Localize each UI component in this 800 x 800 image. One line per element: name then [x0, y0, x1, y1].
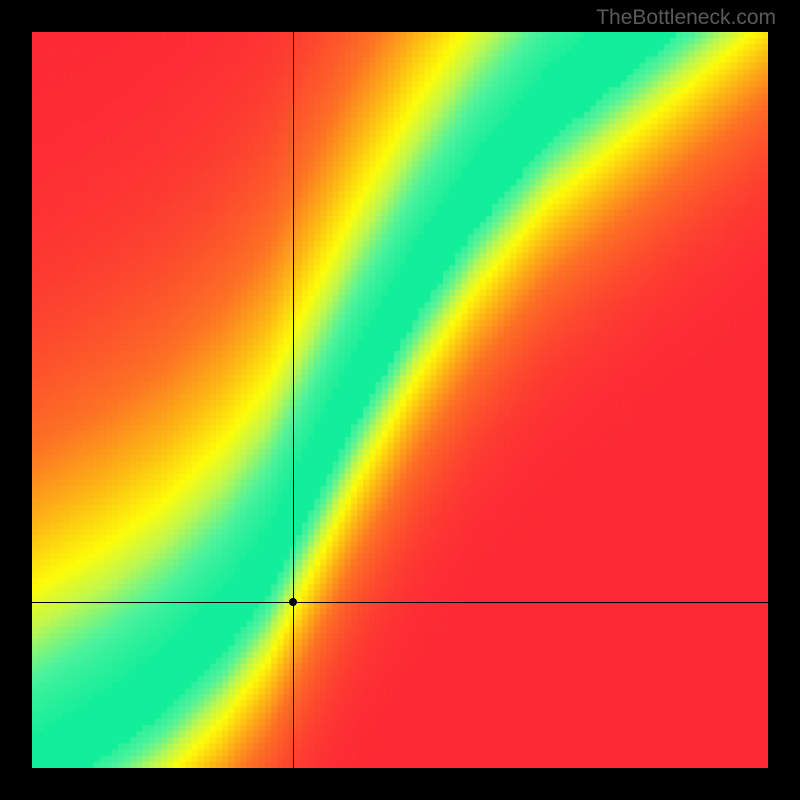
- crosshair-vertical: [293, 32, 294, 768]
- watermark-text: TheBottleneck.com: [596, 6, 776, 30]
- heatmap-canvas: [32, 32, 768, 768]
- crosshair-marker-dot: [289, 598, 297, 606]
- heatmap-plot: [32, 32, 768, 768]
- crosshair-horizontal: [32, 602, 768, 603]
